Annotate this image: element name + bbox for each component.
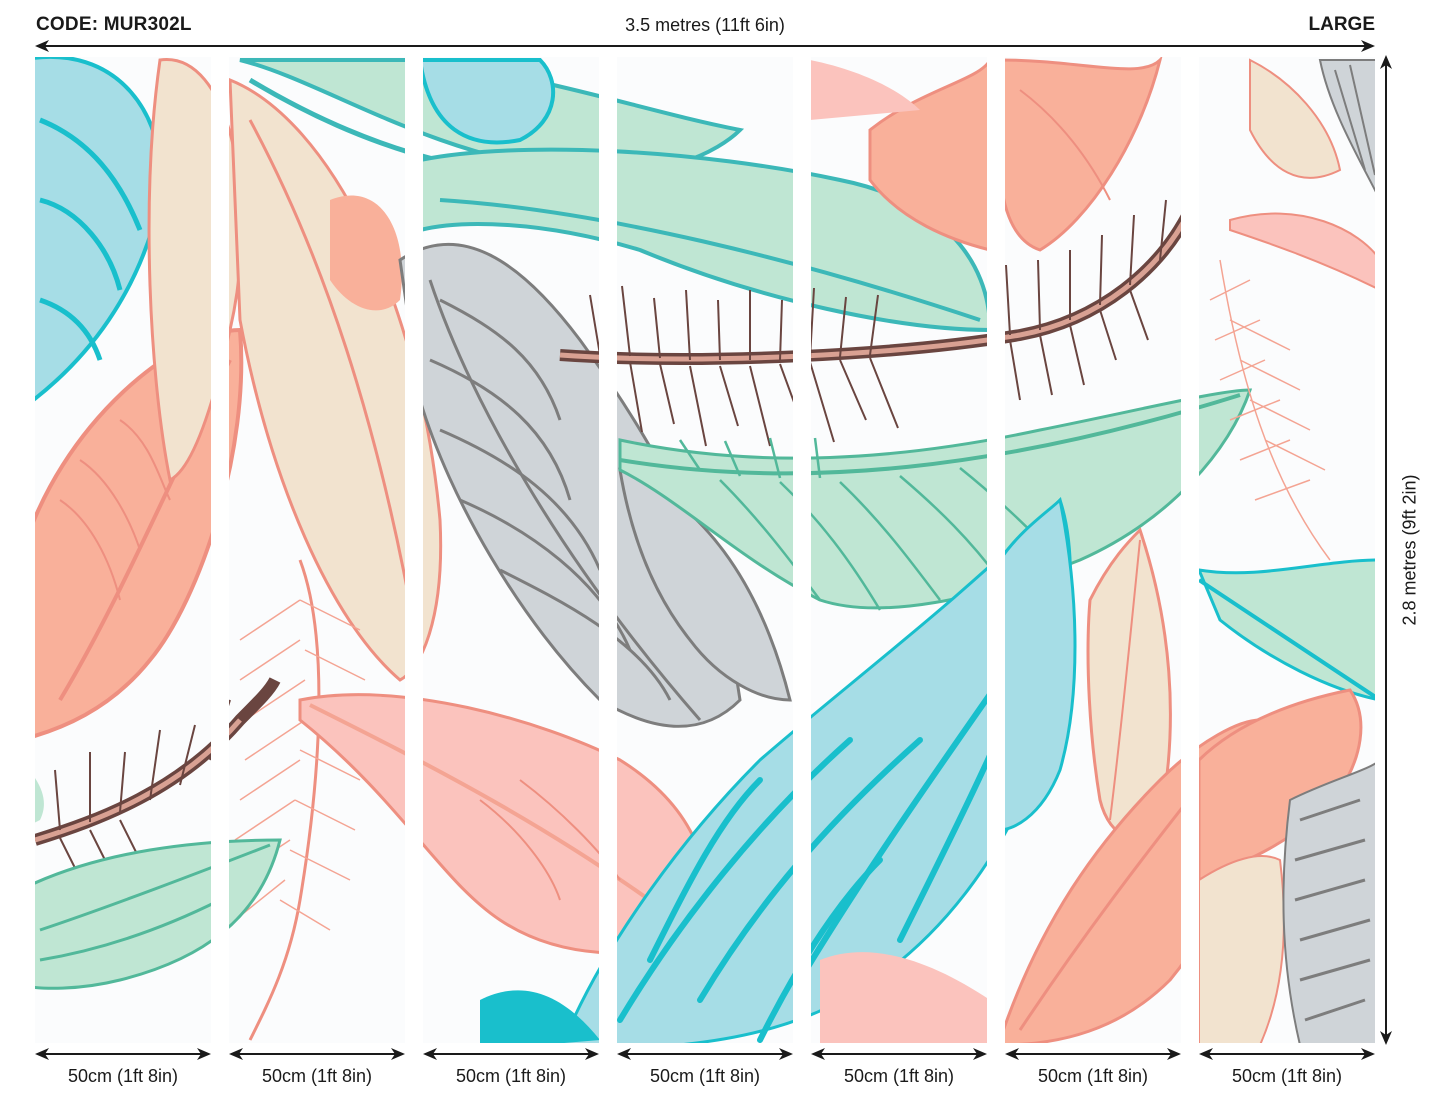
panel-1-width-label: 50cm (1ft 8in) xyxy=(67,1066,179,1086)
panel-7-width-arrow-icon xyxy=(1199,1042,1375,1066)
total-height-arrow-icon xyxy=(1380,55,1392,1045)
panel-7-width-label: 50cm (1ft 8in) xyxy=(1231,1066,1343,1086)
size-label: LARGE xyxy=(1308,14,1376,35)
total-height-label: 2.8 metres (9ft 2in) xyxy=(1399,474,1420,626)
panel-2-width-arrow-icon xyxy=(229,1042,405,1066)
panel-4-width-arrow-icon xyxy=(617,1042,793,1066)
panel-1-width-arrow-icon xyxy=(35,1042,211,1066)
product-code: CODE: MUR302L xyxy=(36,14,192,35)
panel-3-width-label: 50cm (1ft 8in) xyxy=(455,1066,567,1086)
total-width-arrow-icon xyxy=(35,40,1375,52)
panel-6-width-arrow-icon xyxy=(1005,1042,1181,1066)
panel-3-width-arrow-icon xyxy=(423,1042,599,1066)
panel-5-width-arrow-icon xyxy=(811,1042,987,1066)
panel-4-width-label: 50cm (1ft 8in) xyxy=(649,1066,761,1086)
panel-6-width-label: 50cm (1ft 8in) xyxy=(1037,1066,1149,1086)
total-width-label: 3.5 metres (11ft 6in) xyxy=(625,15,785,35)
panel-5-width-label: 50cm (1ft 8in) xyxy=(843,1066,955,1086)
panel-2-width-label: 50cm (1ft 8in) xyxy=(261,1066,373,1086)
